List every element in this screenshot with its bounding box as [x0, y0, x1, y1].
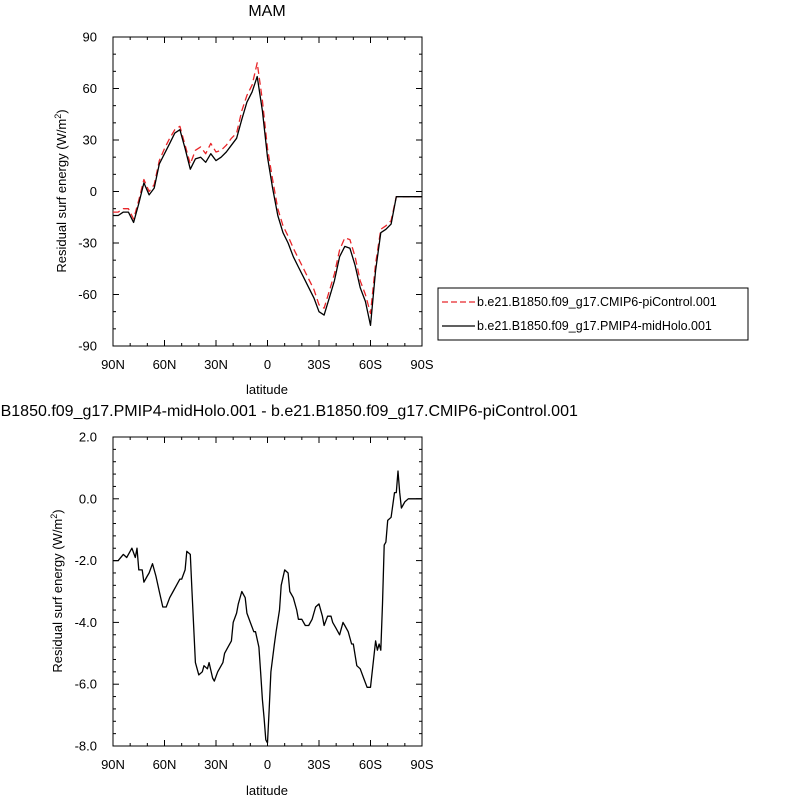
top-series-line-0	[113, 62, 422, 315]
top-y-axis-title: Residual surf energy (W/m2)	[53, 109, 69, 272]
x-tick-label: 60N	[153, 757, 177, 772]
top-series-line-1	[113, 75, 422, 327]
x-tick-label: 90S	[410, 757, 433, 772]
x-tick-label: 30S	[307, 357, 330, 372]
x-tick-label: 0	[264, 357, 271, 372]
x-tick-label: 60S	[359, 757, 382, 772]
legend-label-midHolo: b.e21.B1850.f09_g17.PMIP4-midHolo.001	[477, 319, 712, 333]
y-tick-label: 2.0	[79, 430, 97, 445]
top-chart-title: MAM	[248, 3, 285, 20]
x-tick-label: 90N	[101, 757, 125, 772]
bottom-y-axis-title: Residual surf energy (W/m2)	[49, 509, 65, 672]
bottom-chart: b.e21.B1850.f09_g17.PMIP4-midHolo.001 - …	[0, 403, 578, 798]
x-tick-label: 30S	[307, 757, 330, 772]
y-tick-label: -8.0	[75, 739, 97, 754]
y-tick-label: -4.0	[75, 615, 97, 630]
y-tick-label: -2.0	[75, 553, 97, 568]
legend: b.e21.B1850.f09_g17.CMIP6-piControl.001 …	[437, 287, 749, 341]
x-tick-label: 30N	[204, 357, 228, 372]
top-y-axis: 90 60 30 0 -30 -60 -90	[78, 30, 422, 354]
y-tick-label: -90	[78, 339, 97, 354]
bottom-chart-title: b.e21.B1850.f09_g17.PMIP4-midHolo.001 - …	[0, 403, 578, 420]
bottom-x-axis: 90N 60N 30N 0 30S 60S 90S	[101, 437, 434, 772]
y-tick-label: 0.0	[79, 491, 97, 506]
bottom-y-axis: 2.0 0.0 -2.0 -4.0 -6.0 -8.0	[75, 430, 422, 754]
bottom-series-line-0	[113, 470, 422, 744]
legend-box	[437, 287, 749, 341]
y-tick-label: -60	[78, 287, 97, 302]
top-chart: MAM 90 60 30 0 -30 -60 -90 90N 60N 30N 0 30S 60S 90S…	[53, 3, 434, 397]
y-tick-label: 90	[83, 30, 97, 45]
x-tick-label: 90N	[101, 357, 125, 372]
bottom-series-group	[113, 470, 422, 744]
y-tick-label: 30	[83, 133, 97, 148]
x-tick-label: 30N	[204, 757, 228, 772]
y-tick-label: -30	[78, 236, 97, 251]
top-x-axis: 90N 60N 30N 0 30S 60S 90S	[101, 37, 434, 372]
y-tick-label: 0	[90, 184, 97, 199]
top-series-group	[113, 62, 422, 327]
x-tick-label: 60N	[153, 357, 177, 372]
bottom-x-axis-title: latitude	[246, 783, 288, 798]
top-plot-frame	[112, 36, 423, 347]
legend-label-piControl: b.e21.B1850.f09_g17.CMIP6-piControl.001	[477, 295, 717, 309]
y-tick-label: 60	[83, 81, 97, 96]
y-tick-label: -6.0	[75, 677, 97, 692]
top-x-axis-title: latitude	[246, 382, 288, 397]
x-tick-label: 90S	[410, 357, 433, 372]
x-tick-label: 60S	[359, 357, 382, 372]
x-tick-label: 0	[264, 757, 271, 772]
